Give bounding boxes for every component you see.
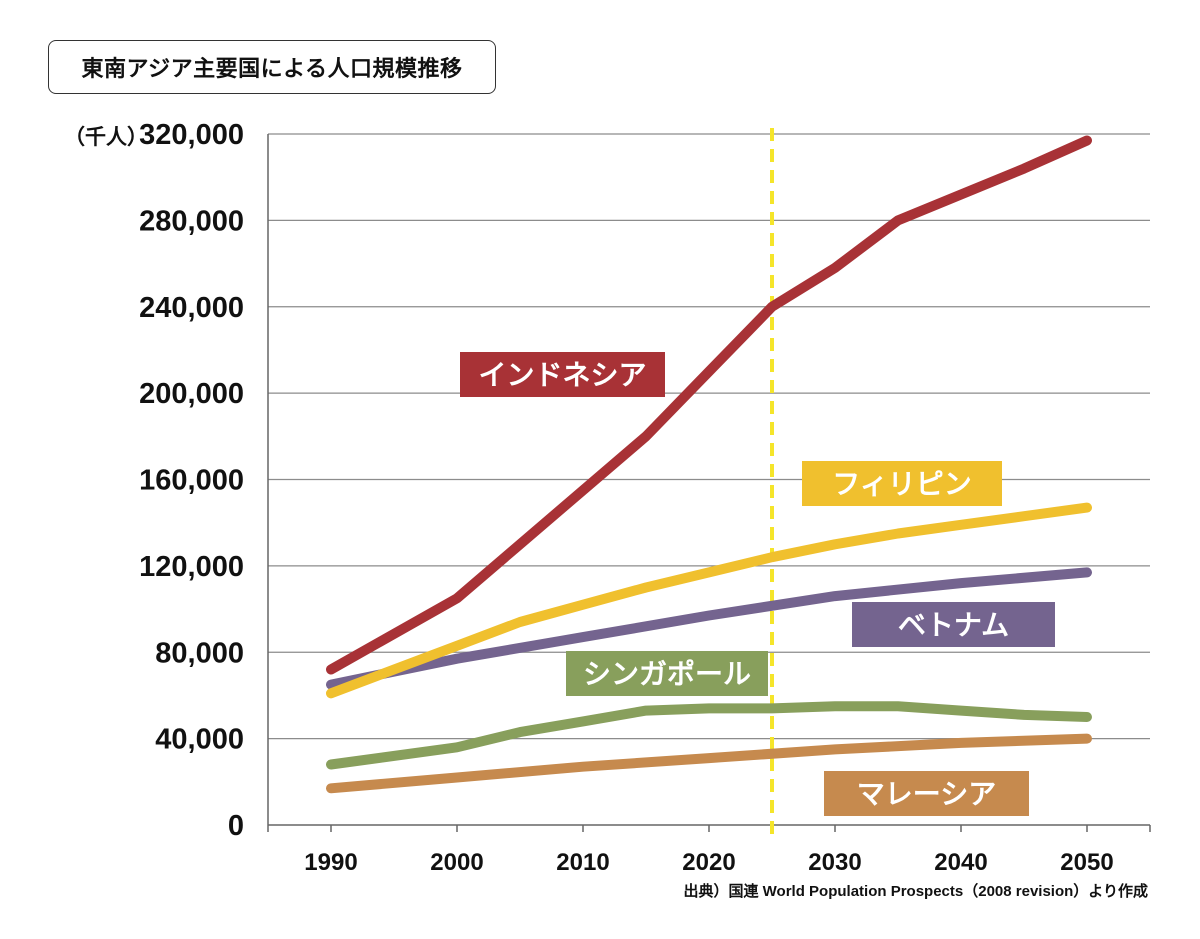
series-label-3: シンガポール — [566, 651, 768, 696]
series-label-box — [852, 602, 1055, 647]
axes — [267, 134, 1151, 832]
series-label-0: インドネシア — [460, 352, 665, 397]
x-tick-label: 2050 — [1060, 849, 1113, 876]
y-tick-label: 160,000 — [139, 465, 244, 497]
y-tick-label: 240,000 — [139, 292, 244, 324]
y-tick-label: 320,000 — [139, 119, 244, 151]
series-label-text: インドネシア — [478, 359, 646, 392]
y-tick-label: 0 — [228, 810, 244, 842]
x-tick-label: 2000 — [430, 849, 483, 876]
x-tick-label: 2040 — [934, 849, 987, 876]
series-line-0 — [326, 135, 1092, 675]
series-line-2 — [326, 567, 1092, 690]
grid-lines — [268, 133, 1150, 740]
y-axis-unit-label: （千人） — [64, 125, 148, 149]
series-label-1: フィリピン — [802, 461, 1002, 506]
x-tick-label: 2020 — [682, 849, 735, 876]
series-label-box — [824, 771, 1029, 816]
source-note: 出典）国連 World Population Prospects（2008 re… — [683, 883, 1148, 900]
x-tick-label: 2030 — [808, 849, 861, 876]
chart-title: 東南アジア主要国による人口規模推移 — [48, 40, 496, 94]
series-label-box — [566, 651, 768, 696]
y-tick-label: 40,000 — [155, 724, 244, 756]
series-label-text: シンガポール — [583, 658, 751, 691]
series-line-4 — [326, 733, 1092, 794]
y-tick-label: 200,000 — [139, 378, 244, 410]
y-tick-label: 120,000 — [139, 551, 244, 583]
y-tick-label: 80,000 — [155, 637, 244, 669]
series-label-box — [460, 352, 665, 397]
series-label-box — [802, 461, 1002, 506]
x-tick-label: 1990 — [304, 849, 357, 876]
series-lines — [326, 135, 1092, 794]
series-line-1 — [326, 502, 1092, 699]
series-label-4: マレーシア — [824, 771, 1029, 816]
tick-labels: 0 40,000 80,000 120,000 160,000 200,000 240,00… — [64, 119, 1114, 876]
series-label-text: ベトナム — [898, 609, 1009, 642]
series-label-text: マレーシア — [857, 778, 996, 811]
series-label-text: フィリピン — [832, 468, 971, 501]
y-tick-label: 280,000 — [139, 205, 244, 237]
series-label-2: ベトナム — [852, 602, 1055, 647]
series-line-3 — [326, 701, 1092, 770]
x-tick-label: 2010 — [556, 849, 609, 876]
